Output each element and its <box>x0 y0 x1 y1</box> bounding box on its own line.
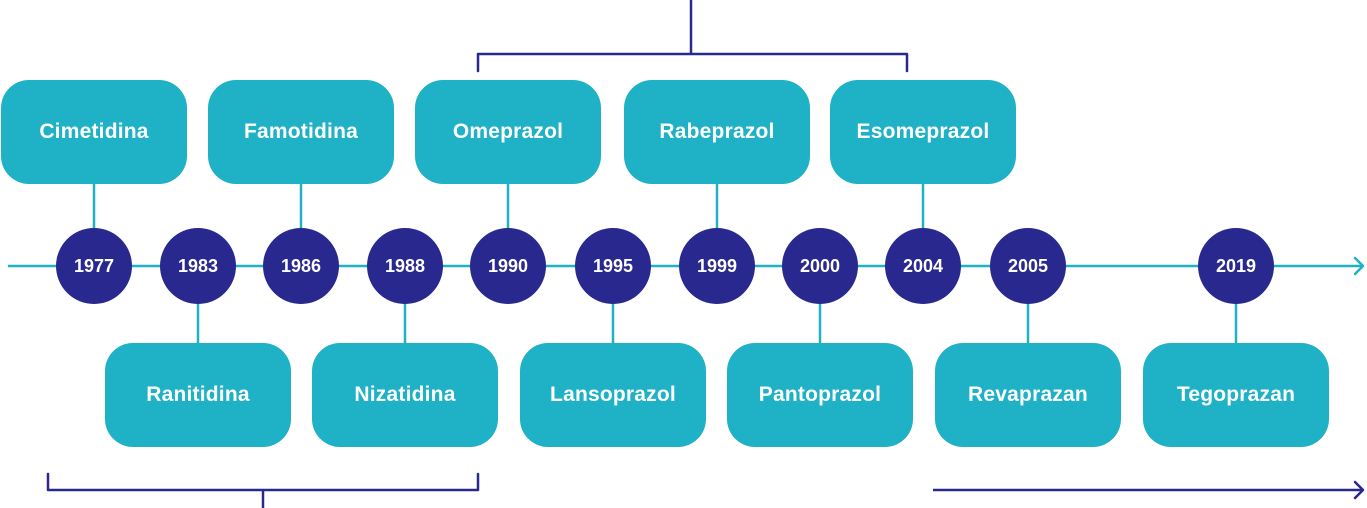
drug-box-lansoprazol: Lansoprazol <box>520 343 706 447</box>
year-node-1988: 1988 <box>367 228 443 304</box>
year-label: 1999 <box>696 255 738 276</box>
drug-label: Revaprazan <box>968 383 1088 406</box>
drug-label: Famotidina <box>243 120 358 143</box>
bottom-group-bracket <box>46 472 480 492</box>
year-node-2019: 2019 <box>1198 228 1274 304</box>
drug-label: Lansoprazol <box>550 383 676 406</box>
drug-label: Nizatidina <box>354 383 456 406</box>
year-node-1990: 1990 <box>470 228 546 304</box>
year-node-1986: 1986 <box>263 228 339 304</box>
year-label: 1986 <box>280 255 322 276</box>
year-label: 1995 <box>592 255 634 276</box>
year-node-2000: 2000 <box>782 228 858 304</box>
drug-box-tegoprazan: Tegoprazan <box>1143 343 1329 447</box>
drug-box-revaprazan: Revaprazan <box>935 343 1121 447</box>
year-label: 1990 <box>487 255 529 276</box>
right-group-arrowhead-icon <box>1353 480 1365 500</box>
drug-box-ranitidina: Ranitidina <box>105 343 291 447</box>
drug-label: Esomeprazol <box>856 120 990 143</box>
drug-box-famotidina: Famotidina <box>208 80 394 184</box>
timeline-arrow-icon <box>1353 256 1365 276</box>
drug-box-cimetidina: Cimetidina <box>1 80 187 184</box>
drug-label: Pantoprazol <box>758 383 882 406</box>
year-node-2004: 2004 <box>885 228 961 304</box>
drug-box-omeprazol: Omeprazol <box>415 80 601 184</box>
year-node-1977: 1977 <box>56 228 132 304</box>
year-label: 2005 <box>1007 255 1049 276</box>
drug-label: Omeprazol <box>452 120 564 143</box>
year-label: 2019 <box>1215 255 1257 276</box>
drug-box-esomeprazol: Esomeprazol <box>830 80 1016 184</box>
year-node-1999: 1999 <box>679 228 755 304</box>
year-label: 1983 <box>177 255 219 276</box>
year-node-1995: 1995 <box>575 228 651 304</box>
year-label: 2004 <box>902 255 944 276</box>
top-group-bracket <box>476 52 909 73</box>
year-label: 1988 <box>384 255 426 276</box>
year-label: 1977 <box>73 255 115 276</box>
year-node-1983: 1983 <box>160 228 236 304</box>
drug-box-rabeprazol: Rabeprazol <box>624 80 810 184</box>
drug-label: Cimetidina <box>39 120 149 143</box>
drug-label: Rabeprazol <box>659 120 775 143</box>
drug-label: Ranitidina <box>146 383 250 406</box>
drug-label: Tegoprazan <box>1176 383 1296 406</box>
year-label: 2000 <box>799 255 841 276</box>
drug-box-nizatidina: Nizatidina <box>312 343 498 447</box>
year-node-2005: 2005 <box>990 228 1066 304</box>
drug-box-pantoprazol: Pantoprazol <box>727 343 913 447</box>
